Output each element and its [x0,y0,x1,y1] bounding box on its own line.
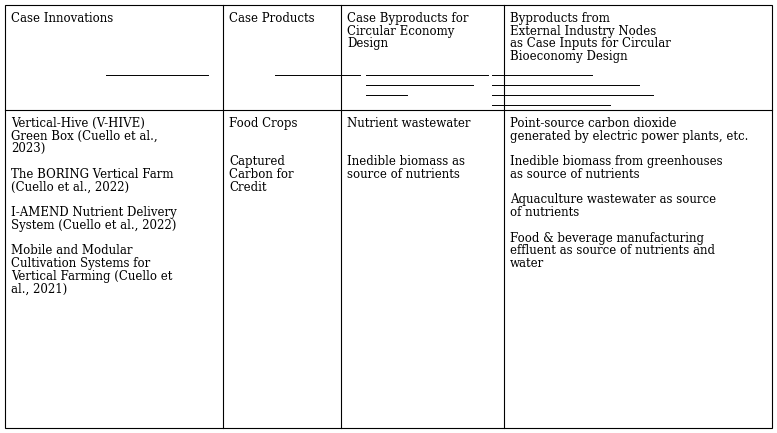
Text: generated by electric power plants, etc.: generated by electric power plants, etc. [510,129,748,142]
Text: Case Byproducts for: Case Byproducts for [347,12,469,25]
Text: Carbon for: Carbon for [229,168,294,181]
Text: External Industry Nodes: External Industry Nodes [510,25,657,38]
Text: Cultivation Systems for: Cultivation Systems for [11,257,150,270]
Text: al., 2021): al., 2021) [11,283,68,296]
Text: Inedible biomass as: Inedible biomass as [347,155,465,168]
Text: Inedible biomass from greenhouses: Inedible biomass from greenhouses [510,155,723,168]
Text: Circular Economy: Circular Economy [347,25,455,38]
Text: of nutrients: of nutrients [510,206,579,219]
Text: Nutrient wastewater: Nutrient wastewater [347,117,471,130]
Text: Point-source carbon dioxide: Point-source carbon dioxide [510,117,677,130]
Text: effluent as source of nutrients and: effluent as source of nutrients and [510,244,715,257]
Text: I-AMEND Nutrient Delivery: I-AMEND Nutrient Delivery [11,206,176,219]
Text: water: water [510,257,544,270]
Text: source of nutrients: source of nutrients [347,168,460,181]
Text: Mobile and Modular: Mobile and Modular [11,244,133,257]
Text: Credit: Credit [229,181,267,194]
Text: The BORING Vertical Farm: The BORING Vertical Farm [11,168,173,181]
Text: System (Cuello et al., 2022): System (Cuello et al., 2022) [11,219,176,232]
Text: Green Box (Cuello et al.,: Green Box (Cuello et al., [11,129,158,142]
Text: 2023): 2023) [11,142,45,155]
Text: as source of nutrients: as source of nutrients [510,168,639,181]
Text: Food & beverage manufacturing: Food & beverage manufacturing [510,232,704,245]
Text: Design: Design [347,37,388,50]
Text: Case Products: Case Products [229,12,315,25]
Text: Bioeconomy Design: Bioeconomy Design [510,50,628,63]
Text: Case Innovations: Case Innovations [11,12,113,25]
Text: Vertical-Hive (V-HIVE): Vertical-Hive (V-HIVE) [11,117,145,130]
Text: Aquaculture wastewater as source: Aquaculture wastewater as source [510,194,716,207]
Text: Vertical Farming (Cuello et: Vertical Farming (Cuello et [11,270,172,283]
Text: as Case Inputs for Circular: as Case Inputs for Circular [510,37,671,50]
Text: Food Crops: Food Crops [229,117,298,130]
Text: (Cuello et al., 2022): (Cuello et al., 2022) [11,181,129,194]
Text: Byproducts from: Byproducts from [510,12,610,25]
Text: Captured: Captured [229,155,285,168]
